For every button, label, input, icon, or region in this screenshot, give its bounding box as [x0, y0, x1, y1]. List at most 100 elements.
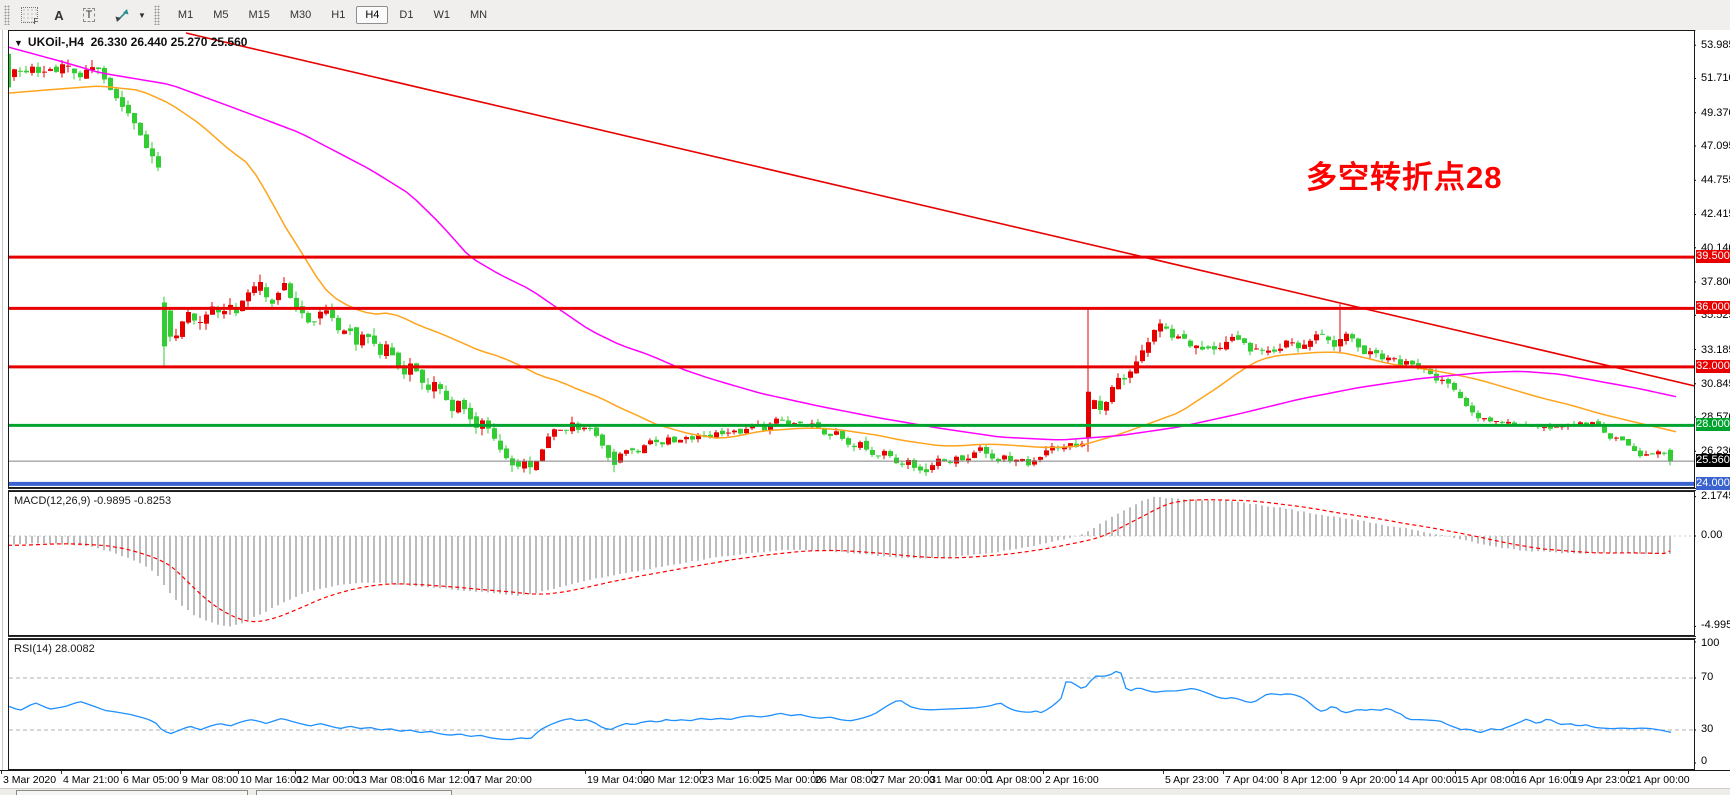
rsi-label: RSI(14) 28.0082 [14, 643, 95, 655]
price-line-label: 25.560 [1696, 454, 1730, 468]
boxed-t-icon: T [82, 8, 96, 22]
time-axis-label: 25 Mar 00:00 [760, 774, 822, 786]
timeframe-bar: M1 M5 M15 M30 H1 H4 D1 W1 MN [168, 6, 497, 24]
price-line-label: 28.000 [1696, 418, 1730, 432]
toolbar-grip[interactable] [4, 5, 10, 25]
time-axis-label: 12 Mar 00:00 [297, 774, 359, 786]
time-axis-tick [758, 771, 759, 774]
time-axis-label: 7 Apr 04:00 [1225, 774, 1279, 786]
rsi-axis-tick: 0 [1701, 755, 1708, 767]
rsi-axis-tick: 30 [1701, 723, 1714, 735]
panel-resize-divider-2[interactable] [0, 636, 1730, 639]
timeframe-button-d1[interactable]: D1 [399, 9, 414, 21]
time-axis-label: 9 Mar 08:00 [182, 774, 239, 786]
time-axis-label: 9 Apr 20:00 [1342, 774, 1396, 786]
main-chart-panel[interactable] [8, 30, 1695, 488]
time-axis-label: 10 Mar 16:00 [240, 774, 302, 786]
arrows-tool-icon[interactable] [106, 3, 138, 27]
panel-resize-divider[interactable] [0, 488, 1730, 491]
symbol-dropdown-icon[interactable]: ▼ [14, 38, 23, 48]
time-axis-tick [295, 771, 296, 774]
chart-tab-2[interactable] [256, 790, 452, 795]
time-axis-label: 1 Apr 08:00 [988, 774, 1042, 786]
time-axis-label: 19 Mar 04:00 [587, 774, 649, 786]
macd-panel[interactable] [8, 491, 1695, 636]
time-axis[interactable]: 3 Mar 2020 4 Mar 21:00 6 Mar 05:00 9 Mar 08… [0, 770, 1730, 788]
timeframe-button-mn[interactable]: MN [469, 9, 488, 21]
price-line-label: 32.000 [1696, 359, 1730, 373]
symbol-title[interactable]: ▼ UKOil-,H4 26.330 26.440 25.270 25.560 [14, 35, 247, 49]
time-axis-label: 16 Mar 12:00 [413, 774, 475, 786]
time-axis-tick [1043, 771, 1044, 774]
time-axis-label: 21 Apr 00:00 [1630, 774, 1690, 786]
time-axis-tick [1, 771, 2, 774]
time-axis-label: 5 Apr 23:00 [1165, 774, 1219, 786]
time-axis-label: 14 Apr 00:00 [1398, 774, 1458, 786]
time-axis-tick [1455, 771, 1456, 774]
time-axis-tick [121, 771, 122, 774]
time-axis-tick [1340, 771, 1341, 774]
time-axis-tick [928, 771, 929, 774]
time-axis-tick [411, 771, 412, 774]
price-axis-tick: 49.370 [1701, 106, 1730, 119]
price-axis[interactable] [1696, 30, 1730, 770]
price-line-label: 39.500 [1696, 250, 1730, 264]
timeframe-button-m1[interactable]: M1 [177, 9, 194, 21]
time-axis-label: 27 Mar 20:00 [873, 774, 935, 786]
macd-axis-tick: -4.9955 [1701, 619, 1730, 632]
time-axis-tick [1570, 771, 1571, 774]
time-axis-tick [585, 771, 586, 774]
time-axis-label: 2 Apr 16:00 [1045, 774, 1099, 786]
timeframe-button-w1[interactable]: W1 [433, 9, 450, 21]
arrows-dropdown-caret-icon[interactable]: ▼ [138, 10, 146, 20]
price-axis-tick: 37.800 [1701, 276, 1730, 288]
grid-f-icon: F [20, 7, 39, 26]
time-axis-label: 17 Mar 20:00 [470, 774, 532, 786]
time-axis-tick [1223, 771, 1224, 774]
chart-tab-strip [0, 788, 1730, 795]
time-axis-label: 6 Mar 05:00 [123, 774, 180, 786]
time-axis-label: 4 Mar 21:00 [63, 774, 120, 786]
time-axis-label: 19 Apr 23:00 [1572, 774, 1632, 786]
macd-label: MACD(12,26,9) -0.9895 -0.8253 [14, 495, 172, 507]
price-axis-tick: 53.985 [1701, 39, 1730, 52]
time-axis-label: 15 Apr 08:00 [1457, 774, 1517, 786]
time-axis-label: 16 Apr 16:00 [1515, 774, 1575, 786]
price-axis-tick: 47.095 [1701, 140, 1730, 152]
chart-shift-icon[interactable]: F [16, 3, 42, 27]
toolbar: F A T ▼ M1 M5 M15 M30 H1 H4 D1 W1 MN [0, 0, 1730, 31]
price-axis-tick: 33.185 [1701, 343, 1730, 356]
rsi-axis-tick: 100 [1701, 637, 1720, 649]
time-axis-label: 13 Mar 08:00 [355, 774, 417, 786]
macd-axis-tick: 2.1745 [1701, 489, 1730, 502]
rsi-axis-tick: 70 [1701, 671, 1714, 683]
time-axis-tick [1281, 771, 1282, 774]
toolbar-grip-2[interactable] [153, 5, 160, 25]
time-axis-tick [641, 771, 642, 774]
time-axis-label: 20 Mar 12:00 [643, 774, 705, 786]
rsi-panel[interactable] [8, 639, 1695, 770]
chart-annotation-text: 多空转折点28 [1306, 160, 1503, 195]
timeframe-button-h1[interactable]: H1 [331, 9, 346, 21]
timeframe-button-h4[interactable]: H4 [356, 6, 389, 24]
time-axis-tick [700, 771, 701, 774]
time-axis-tick [238, 771, 239, 774]
timeframe-button-m15[interactable]: M15 [248, 9, 270, 21]
time-axis-label: 23 Mar 16:00 [702, 774, 764, 786]
timeframe-button-m30[interactable]: M30 [289, 9, 312, 21]
price-axis-tick: 42.415 [1701, 208, 1730, 221]
time-axis-tick [813, 771, 814, 774]
macd-axis-tick: 0.00 [1701, 529, 1723, 541]
time-axis-tick [871, 771, 872, 774]
text-box-icon[interactable]: T [76, 3, 102, 27]
chart-tab-1[interactable] [16, 790, 248, 795]
timeframe-button-m5[interactable]: M5 [213, 9, 229, 21]
text-label-icon[interactable]: A [54, 7, 64, 23]
symbol-name: UKOil-,H4 [27, 35, 84, 49]
time-axis-label: 3 Mar 2020 [3, 774, 57, 786]
price-axis-tick: 51.710 [1701, 72, 1730, 85]
ohlc-values: 26.330 26.440 25.270 25.560 [90, 35, 248, 49]
time-axis-tick [353, 771, 354, 774]
left-gutter [0, 30, 8, 787]
